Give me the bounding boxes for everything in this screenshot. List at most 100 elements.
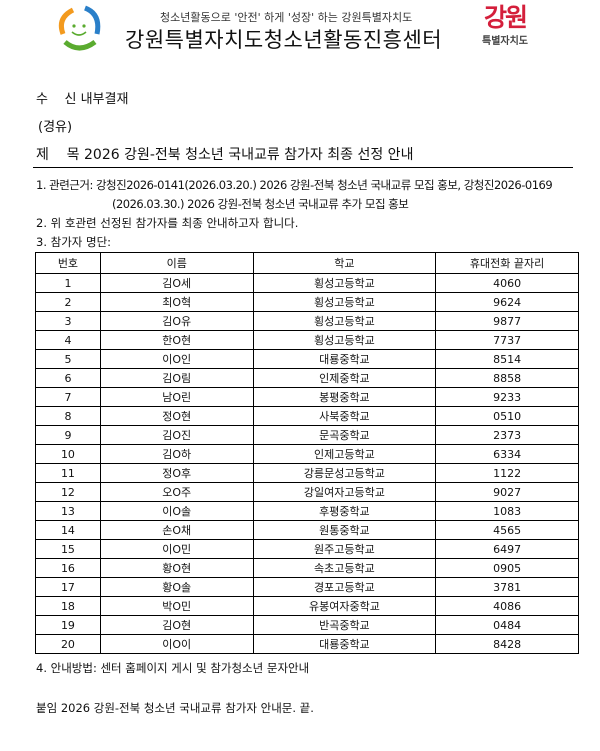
cell-number: 4 — [35, 330, 101, 350]
cell-phone: 8514 — [435, 349, 579, 369]
cell-number: 11 — [35, 463, 101, 483]
cell-phone: 0510 — [435, 406, 579, 426]
center-logo-icon — [58, 5, 101, 51]
table-row: 6 김O림 인제중학교 8858 — [35, 368, 579, 388]
cell-name: 이O인 — [99, 349, 254, 369]
cell-school: 강릉문성고등학교 — [252, 463, 437, 483]
cell-school: 문곡중학교 — [252, 425, 437, 445]
table-row: 8 정O현 사북중학교 0510 — [35, 406, 579, 426]
via: (경유) — [38, 120, 73, 135]
table-row: 13 이O솔 후평중학교 1083 — [35, 501, 579, 521]
cell-name: 정O현 — [99, 406, 254, 426]
cell-phone: 9877 — [435, 311, 579, 331]
cell-number: 17 — [35, 577, 101, 597]
cell-phone: 7737 — [435, 330, 579, 350]
cell-school: 횡성고등학교 — [252, 311, 437, 331]
cell-name: 최O혁 — [99, 292, 254, 312]
gangwon-logo-subtext: 특별자치도 — [482, 36, 528, 47]
cell-number: 13 — [35, 501, 101, 521]
table-row: 16 황O현 속초고등학교 0905 — [35, 558, 579, 578]
subject: 제 목 2026 강원-전북 청소년 국내교류 참가자 최종 선정 안내 — [36, 144, 413, 164]
item-4: 4. 안내방법: 센터 홈페이지 게시 및 참가청소년 문자안내 — [36, 661, 310, 675]
cell-school: 인제중학교 — [252, 368, 437, 388]
cell-school: 유봉여자중학교 — [252, 596, 437, 616]
table-row: 3 김O유 횡성고등학교 9877 — [35, 311, 579, 331]
cell-school: 사북중학교 — [252, 406, 437, 426]
cell-number: 2 — [35, 292, 101, 312]
table-row: 7 남O린 봉평중학교 9233 — [35, 387, 579, 407]
item-2: 2. 위 호관련 선정된 참가자를 최종 안내하고자 합니다. — [36, 216, 299, 230]
participant-table: 번호 이름 학교 휴대전화 끝자리 1 김O세 횡성고등학교 4060 2 최O혁 횡성고등… — [35, 252, 579, 654]
cell-number: 18 — [35, 596, 101, 616]
cell-name: 김O세 — [99, 273, 254, 293]
cell-name: 박O민 — [99, 596, 254, 616]
cell-name: 황O현 — [99, 558, 254, 578]
table-header-row: 번호 이름 학교 휴대전화 끝자리 — [35, 252, 579, 274]
cell-phone: 1083 — [435, 501, 579, 521]
cell-name: 이O민 — [99, 539, 254, 559]
table-row: 9 김O진 문곡중학교 2373 — [35, 425, 579, 445]
cell-school: 속초고등학교 — [252, 558, 437, 578]
cell-school: 경포고등학교 — [252, 577, 437, 597]
cell-name: 김O림 — [99, 368, 254, 388]
cell-number: 15 — [35, 539, 101, 559]
cell-school: 횡성고등학교 — [252, 330, 437, 350]
cell-phone: 9027 — [435, 482, 579, 502]
cell-school: 반곡중학교 — [252, 615, 437, 635]
cell-phone: 4060 — [435, 273, 579, 293]
cell-name: 정O후 — [99, 463, 254, 483]
table-row: 19 김O현 반곡중학교 0484 — [35, 615, 579, 635]
table-row: 12 오O주 강일여자고등학교 9027 — [35, 482, 579, 502]
cell-name: 이O이 — [99, 634, 254, 654]
cell-name: 황O솔 — [99, 577, 254, 597]
header-phone: 휴대전화 끝자리 — [435, 252, 579, 274]
table-row: 4 한O현 횡성고등학교 7737 — [35, 330, 579, 350]
table-row: 5 이O인 대룡중학교 8514 — [35, 349, 579, 369]
table-row: 15 이O민 원주고등학교 6497 — [35, 539, 579, 559]
cell-number: 8 — [35, 406, 101, 426]
cell-phone: 2373 — [435, 425, 579, 445]
cell-name: 이O솔 — [99, 501, 254, 521]
cell-school: 원주고등학교 — [252, 539, 437, 559]
cell-phone: 3781 — [435, 577, 579, 597]
attachment: 붙임 2026 강원-전북 청소년 국내교류 참가자 안내문. 끝. — [36, 701, 314, 715]
cell-phone: 6497 — [435, 539, 579, 559]
cell-number: 16 — [35, 558, 101, 578]
cell-phone: 8428 — [435, 634, 579, 654]
cell-phone: 0905 — [435, 558, 579, 578]
cell-number: 6 — [35, 368, 101, 388]
cell-name: 김O진 — [99, 425, 254, 445]
org-name: 강원특별자치도청소년활동진흥센터 — [125, 28, 443, 52]
cell-school: 대룡중학교 — [252, 634, 437, 654]
cell-number: 10 — [35, 444, 101, 464]
item-3: 3. 참가자 명단: — [36, 235, 112, 249]
cell-number: 12 — [35, 482, 101, 502]
table-row: 18 박O민 유봉여자중학교 4086 — [35, 596, 579, 616]
subject-label: 제 목 — [36, 147, 80, 163]
table-row: 1 김O세 횡성고등학교 4060 — [35, 273, 579, 293]
cell-name: 김O현 — [99, 615, 254, 635]
gangwon-logo-text: 강원 — [483, 3, 528, 32]
cell-number: 7 — [35, 387, 101, 407]
table-row: 20 이O이 대룡중학교 8428 — [35, 634, 579, 654]
table-row: 10 김O하 인제고등학교 6334 — [35, 444, 579, 464]
recipient: 수 신 내부결재 — [36, 88, 128, 107]
cell-name: 김O하 — [99, 444, 254, 464]
cell-number: 14 — [35, 520, 101, 540]
cell-name: 남O린 — [99, 387, 254, 407]
table-row: 2 최O혁 횡성고등학교 9624 — [35, 292, 579, 312]
table-row: 11 정O후 강릉문성고등학교 1122 — [35, 463, 579, 483]
recipient-value: 내부결재 — [80, 92, 129, 107]
cell-phone: 9233 — [435, 387, 579, 407]
item-1-line-1: 1. 관련근거: 강청진2026-0141(2026.03.20.) 2026 … — [36, 178, 553, 192]
item-1-line-2: (2026.03.30.) 2026 강원-전북 청소년 국내교류 추가 모집 … — [112, 197, 409, 211]
cell-number: 3 — [35, 311, 101, 331]
cell-school: 강일여자고등학교 — [252, 482, 437, 502]
header-school: 학교 — [252, 252, 437, 274]
cell-school: 봉평중학교 — [252, 387, 437, 407]
cell-number: 1 — [35, 273, 101, 293]
cell-name: 김O유 — [99, 311, 254, 331]
cell-name: 손O채 — [99, 520, 254, 540]
cell-name: 한O현 — [99, 330, 254, 350]
subject-value: 2026 강원-전북 청소년 국내교류 참가자 최종 선정 안내 — [84, 147, 414, 163]
